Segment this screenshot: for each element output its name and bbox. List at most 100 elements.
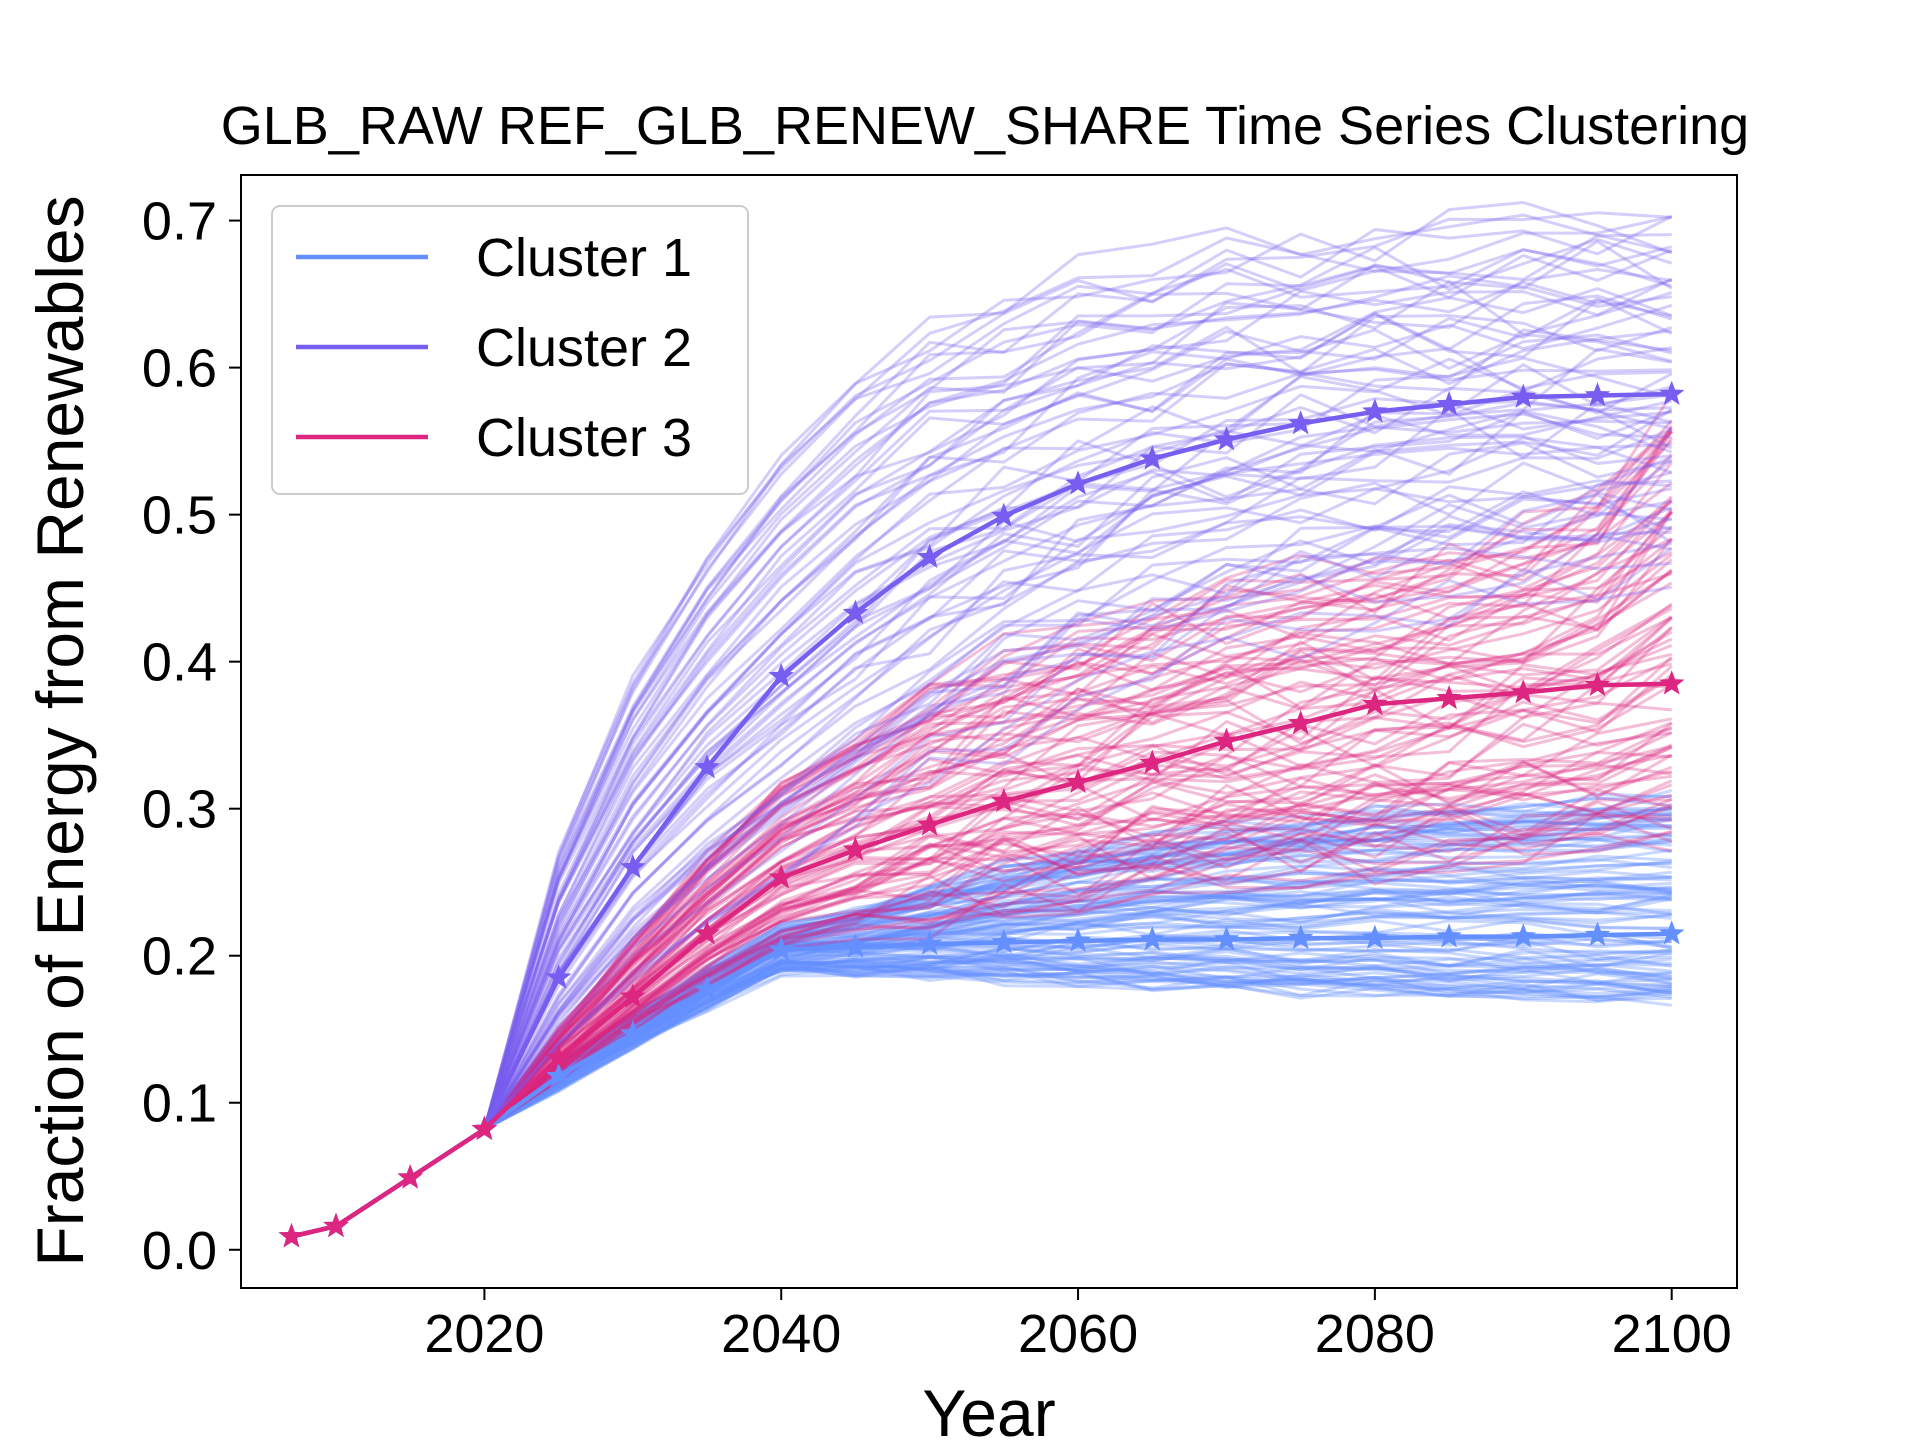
cluster-2-point — [1658, 380, 1685, 405]
cluster-1-point — [768, 936, 794, 961]
y-tick-label: 0.6 — [142, 339, 217, 399]
cluster-3-point — [1584, 671, 1611, 697]
ensemble-member-line — [291, 201, 1673, 1238]
x-tick-label: 2100 — [1612, 1304, 1732, 1364]
cluster-3-centroid-line — [290, 681, 1672, 1239]
ensemble-member-line — [291, 278, 1673, 1238]
ensemble-member-line — [291, 497, 1673, 1238]
cluster-1-point — [1065, 927, 1091, 952]
ensemble-member-line — [291, 397, 1672, 1238]
ensemble-member-line — [291, 514, 1673, 1238]
ensemble-member-line — [291, 453, 1673, 1238]
ensemble-member-line — [291, 268, 1672, 1238]
ensemble-member-line — [291, 333, 1673, 1238]
y-axis-label: Fraction of Energy from Renewables — [23, 195, 97, 1266]
ensemble-member-line — [291, 367, 1672, 1238]
ensemble-member-line — [291, 507, 1673, 1238]
y-axis: 0.0 0.1 0.2 0.3 0.4 0.5 0.6 0.7 — [142, 192, 241, 1281]
cluster-1-point — [916, 930, 943, 955]
x-axis-label: Year — [922, 1376, 1055, 1440]
ensemble-member-line — [291, 427, 1673, 1238]
ensemble-member-line — [291, 215, 1673, 1238]
cluster-2-centroid-line — [290, 391, 1672, 1239]
y-tick-label: 0.3 — [142, 780, 217, 840]
cluster-3-point — [1362, 690, 1388, 716]
ensemble-member-line — [291, 511, 1673, 1238]
cluster-1-point — [1436, 923, 1462, 948]
ensemble-member-line — [291, 213, 1673, 1238]
ensemble-member-line — [291, 511, 1673, 1238]
cluster-centroid-lines — [278, 380, 1685, 1248]
ensemble-member-line — [291, 510, 1673, 1238]
ensemble-member-line — [291, 328, 1672, 1238]
cluster-2-point — [916, 543, 943, 569]
ensemble-member-line — [291, 277, 1673, 1238]
legend-label-cluster-3: Cluster 3 — [476, 408, 692, 468]
y-tick-label: 0.7 — [142, 192, 217, 252]
ensemble-member-line — [291, 430, 1673, 1238]
cluster-3-point — [991, 787, 1017, 813]
y-tick-label: 0.0 — [142, 1221, 217, 1281]
ensemble-member-line — [291, 506, 1673, 1238]
cluster-2-point — [1584, 382, 1611, 407]
cluster-1-point — [1658, 920, 1685, 945]
ensemble-member-line — [291, 329, 1672, 1238]
cluster-3-point — [1287, 709, 1314, 735]
ensemble-member-line — [291, 500, 1673, 1238]
ensemble-member-line — [291, 523, 1673, 1238]
ensemble-member-line — [291, 357, 1672, 1238]
ensemble-member-line — [291, 274, 1672, 1238]
ensemble-member-line — [291, 347, 1672, 1238]
cluster-2-point — [694, 754, 720, 779]
y-tick-label: 0.1 — [142, 1074, 217, 1134]
cluster-2-point — [991, 502, 1017, 527]
x-tick-label: 2040 — [721, 1304, 841, 1364]
ensemble-member-line — [291, 525, 1673, 1238]
ensemble-member-line — [291, 298, 1673, 1238]
ensemble-member-line — [291, 248, 1673, 1238]
cluster-2-point — [1436, 390, 1462, 416]
ensemble-member-line — [291, 526, 1672, 1238]
cluster-1-point — [1139, 926, 1166, 951]
cluster-1-point — [991, 929, 1017, 954]
ensemble-member-line — [291, 363, 1673, 1238]
ensemble-member-line — [291, 530, 1672, 1238]
ensemble-member-line — [291, 499, 1672, 1238]
cluster-3-point — [1436, 684, 1462, 710]
plot-frame — [240, 174, 1738, 1289]
legend-box — [271, 205, 749, 495]
cluster-2-point — [1510, 383, 1537, 408]
cluster-2-point — [545, 964, 572, 989]
ensemble-member-line — [291, 294, 1673, 1238]
ensemble-member-line — [291, 497, 1673, 1238]
x-tick-label: 2060 — [1018, 1304, 1138, 1364]
ensemble-member-line — [291, 493, 1673, 1238]
ensemble-member-line — [291, 248, 1673, 1238]
cluster-2-point — [842, 599, 869, 625]
ensemble-member-line — [291, 314, 1673, 1238]
cluster-3-point — [397, 1164, 423, 1189]
x-tick-label: 2020 — [424, 1304, 544, 1364]
y-tick-label: 0.4 — [142, 633, 217, 693]
ensemble-member-line — [291, 215, 1673, 1238]
cluster-1-point — [620, 1020, 646, 1045]
cluster-3-point — [1658, 670, 1685, 695]
ensemble-member-line — [291, 237, 1673, 1238]
ensemble-member-line — [291, 386, 1673, 1238]
x-tick-label: 2080 — [1315, 1304, 1435, 1364]
ensemble-member-line — [291, 546, 1672, 1238]
ensemble-member-line — [291, 495, 1673, 1238]
legend-label-cluster-1: Cluster 1 — [476, 228, 692, 288]
y-tick-label: 0.2 — [142, 927, 217, 987]
cluster-1-point — [1362, 924, 1388, 949]
cluster-1-point — [1213, 926, 1240, 951]
cluster-3-point — [1510, 679, 1537, 704]
ensemble-member-line — [291, 233, 1672, 1238]
ensemble-member-line — [291, 430, 1673, 1238]
ensemble-member-line — [291, 287, 1673, 1238]
ensemble-member-line — [291, 240, 1673, 1238]
cluster-3-centroid — [278, 670, 1685, 1248]
cluster-3-point — [278, 1223, 305, 1248]
cluster-3-point — [694, 920, 720, 945]
